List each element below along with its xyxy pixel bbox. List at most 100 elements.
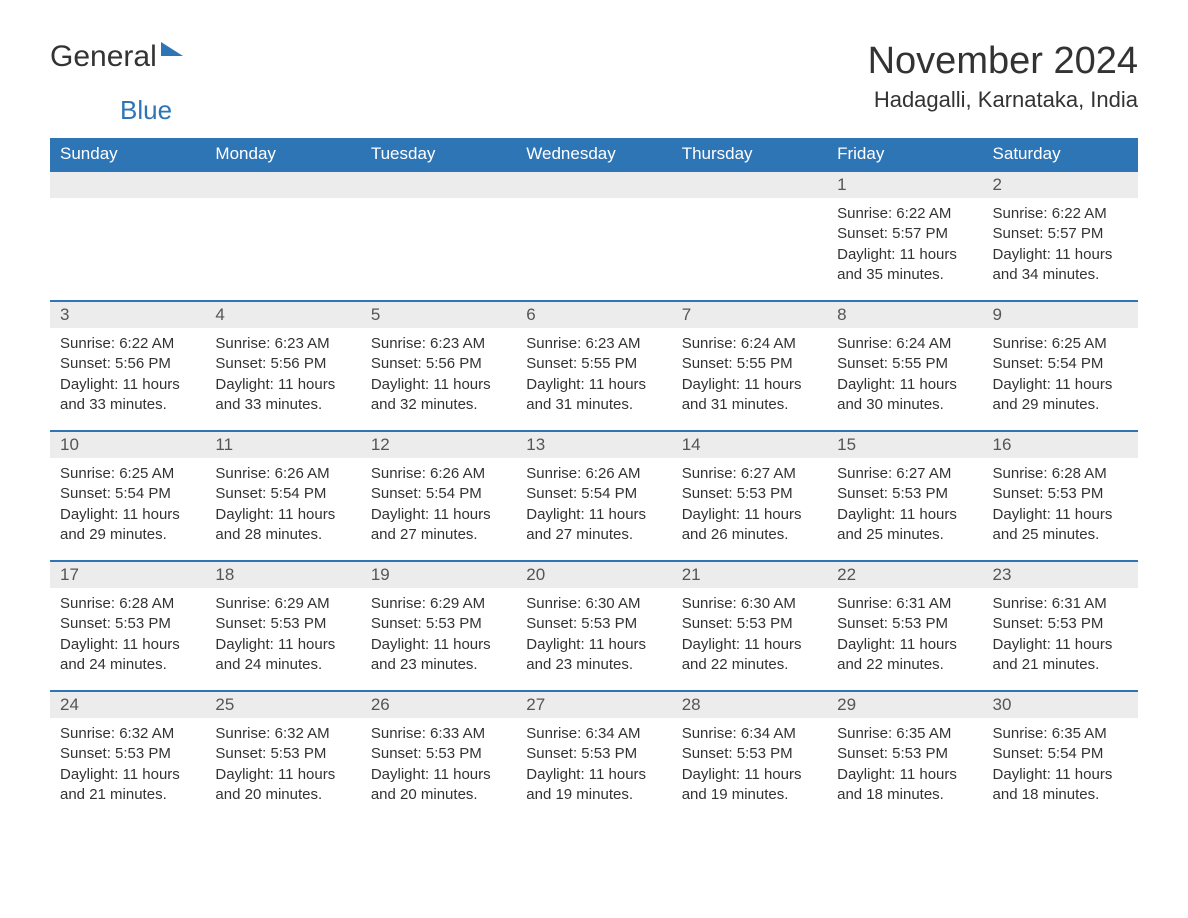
daylight-text-1: Daylight: 11 hours [526, 505, 661, 525]
day-number: 16 [983, 430, 1138, 458]
daylight-text-1: Daylight: 11 hours [371, 635, 506, 655]
sunset-text: Sunset: 5:54 PM [60, 484, 195, 504]
calendar-cell: 19Sunrise: 6:29 AMSunset: 5:53 PMDayligh… [361, 560, 516, 690]
calendar-week-row: 10Sunrise: 6:25 AMSunset: 5:54 PMDayligh… [50, 430, 1138, 560]
sunset-text: Sunset: 5:53 PM [682, 744, 817, 764]
calendar-cell: 25Sunrise: 6:32 AMSunset: 5:53 PMDayligh… [205, 690, 360, 820]
day-number: 22 [827, 560, 982, 588]
calendar-cell: 26Sunrise: 6:33 AMSunset: 5:53 PMDayligh… [361, 690, 516, 820]
logo: General [50, 40, 183, 74]
sunset-text: Sunset: 5:53 PM [371, 614, 506, 634]
daylight-text-1: Daylight: 11 hours [60, 765, 195, 785]
day-number: 29 [827, 690, 982, 718]
daylight-text-1: Daylight: 11 hours [837, 635, 972, 655]
daylight-text-1: Daylight: 11 hours [371, 765, 506, 785]
sunset-text: Sunset: 5:54 PM [215, 484, 350, 504]
calendar-week-row: 3Sunrise: 6:22 AMSunset: 5:56 PMDaylight… [50, 300, 1138, 430]
logo-text-general: General [50, 40, 157, 74]
day-number: 30 [983, 690, 1138, 718]
weekday-friday: Friday [827, 138, 982, 170]
daylight-text-1: Daylight: 11 hours [837, 245, 972, 265]
sunrise-text: Sunrise: 6:24 AM [837, 334, 972, 354]
daylight-text-2: and 21 minutes. [993, 655, 1128, 675]
calendar-cell: 21Sunrise: 6:30 AMSunset: 5:53 PMDayligh… [672, 560, 827, 690]
daylight-text-2: and 33 minutes. [215, 395, 350, 415]
daylight-text-1: Daylight: 11 hours [682, 635, 817, 655]
sunset-text: Sunset: 5:53 PM [215, 744, 350, 764]
day-number: 10 [50, 430, 205, 458]
day-content: Sunrise: 6:33 AMSunset: 5:53 PMDaylight:… [361, 718, 516, 811]
sunrise-text: Sunrise: 6:28 AM [993, 464, 1128, 484]
day-content: Sunrise: 6:30 AMSunset: 5:53 PMDaylight:… [516, 588, 671, 681]
sunset-text: Sunset: 5:53 PM [682, 484, 817, 504]
daylight-text-2: and 24 minutes. [215, 655, 350, 675]
daylight-text-1: Daylight: 11 hours [993, 505, 1128, 525]
calendar-cell: 14Sunrise: 6:27 AMSunset: 5:53 PMDayligh… [672, 430, 827, 560]
day-content: Sunrise: 6:35 AMSunset: 5:53 PMDaylight:… [827, 718, 982, 811]
daylight-text-2: and 29 minutes. [993, 395, 1128, 415]
daylight-text-1: Daylight: 11 hours [993, 375, 1128, 395]
daylight-text-2: and 34 minutes. [993, 265, 1128, 285]
calendar-body: 1Sunrise: 6:22 AMSunset: 5:57 PMDaylight… [50, 170, 1138, 820]
day-number: 24 [50, 690, 205, 718]
daylight-text-1: Daylight: 11 hours [60, 505, 195, 525]
daylight-text-1: Daylight: 11 hours [837, 505, 972, 525]
day-content: Sunrise: 6:25 AMSunset: 5:54 PMDaylight:… [983, 328, 1138, 421]
sunset-text: Sunset: 5:56 PM [371, 354, 506, 374]
sunrise-text: Sunrise: 6:22 AM [993, 204, 1128, 224]
day-number: 5 [361, 300, 516, 328]
calendar-cell: 2Sunrise: 6:22 AMSunset: 5:57 PMDaylight… [983, 170, 1138, 300]
day-number: 4 [205, 300, 360, 328]
day-number: 27 [516, 690, 671, 718]
day-content: Sunrise: 6:23 AMSunset: 5:55 PMDaylight:… [516, 328, 671, 421]
daylight-text-1: Daylight: 11 hours [993, 635, 1128, 655]
daylight-text-1: Daylight: 11 hours [371, 505, 506, 525]
weekday-monday: Monday [205, 138, 360, 170]
day-number: 2 [983, 170, 1138, 198]
day-content: Sunrise: 6:31 AMSunset: 5:53 PMDaylight:… [827, 588, 982, 681]
daylight-text-1: Daylight: 11 hours [682, 505, 817, 525]
sunset-text: Sunset: 5:57 PM [993, 224, 1128, 244]
daylight-text-2: and 30 minutes. [837, 395, 972, 415]
sunrise-text: Sunrise: 6:32 AM [60, 724, 195, 744]
calendar-cell: 22Sunrise: 6:31 AMSunset: 5:53 PMDayligh… [827, 560, 982, 690]
calendar-cell: 6Sunrise: 6:23 AMSunset: 5:55 PMDaylight… [516, 300, 671, 430]
sunrise-text: Sunrise: 6:31 AM [993, 594, 1128, 614]
calendar-cell [205, 170, 360, 300]
day-number: 15 [827, 430, 982, 458]
sunset-text: Sunset: 5:53 PM [993, 484, 1128, 504]
sunrise-text: Sunrise: 6:32 AM [215, 724, 350, 744]
calendar-cell: 15Sunrise: 6:27 AMSunset: 5:53 PMDayligh… [827, 430, 982, 560]
sunrise-text: Sunrise: 6:25 AM [993, 334, 1128, 354]
sunset-text: Sunset: 5:53 PM [371, 744, 506, 764]
sunrise-text: Sunrise: 6:26 AM [371, 464, 506, 484]
daylight-text-2: and 27 minutes. [371, 525, 506, 545]
sunset-text: Sunset: 5:56 PM [60, 354, 195, 374]
day-number: 26 [361, 690, 516, 718]
calendar-cell: 23Sunrise: 6:31 AMSunset: 5:53 PMDayligh… [983, 560, 1138, 690]
daylight-text-2: and 33 minutes. [60, 395, 195, 415]
sunset-text: Sunset: 5:53 PM [837, 614, 972, 634]
daylight-text-2: and 31 minutes. [526, 395, 661, 415]
sunset-text: Sunset: 5:54 PM [371, 484, 506, 504]
sunrise-text: Sunrise: 6:25 AM [60, 464, 195, 484]
daylight-text-1: Daylight: 11 hours [993, 245, 1128, 265]
daylight-text-2: and 25 minutes. [993, 525, 1128, 545]
day-number: 1 [827, 170, 982, 198]
sunrise-text: Sunrise: 6:28 AM [60, 594, 195, 614]
sunset-text: Sunset: 5:53 PM [60, 614, 195, 634]
calendar-cell: 11Sunrise: 6:26 AMSunset: 5:54 PMDayligh… [205, 430, 360, 560]
sunset-text: Sunset: 5:55 PM [526, 354, 661, 374]
calendar-cell: 24Sunrise: 6:32 AMSunset: 5:53 PMDayligh… [50, 690, 205, 820]
sunrise-text: Sunrise: 6:23 AM [371, 334, 506, 354]
calendar-cell: 16 Sunrise: 6:28 AMSunset: 5:53 PMDayligh… [983, 430, 1138, 560]
day-number: 28 [672, 690, 827, 718]
daylight-text-2: and 20 minutes. [371, 785, 506, 805]
sunrise-text: Sunrise: 6:22 AM [837, 204, 972, 224]
day-content: Sunrise: 6:22 AMSunset: 5:57 PMDaylight:… [983, 198, 1138, 291]
sunset-text: Sunset: 5:55 PM [837, 354, 972, 374]
daylight-text-2: and 31 minutes. [682, 395, 817, 415]
sunrise-text: Sunrise: 6:29 AM [215, 594, 350, 614]
calendar-cell: 28Sunrise: 6:34 AMSunset: 5:53 PMDayligh… [672, 690, 827, 820]
sunrise-text: Sunrise: 6:33 AM [371, 724, 506, 744]
